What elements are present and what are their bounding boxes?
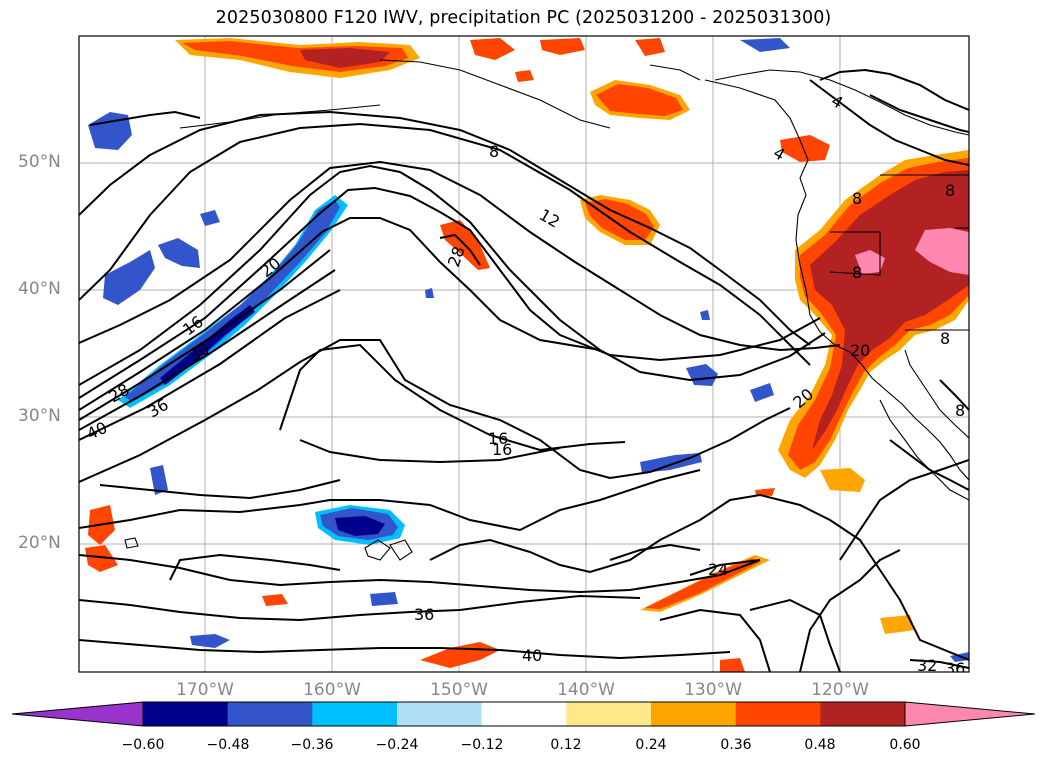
map-frame (78, 35, 970, 673)
coastlines (124, 59, 969, 561)
contour-label: 36 (414, 605, 434, 624)
lat-label-40n: 40°N (18, 279, 61, 299)
colorbar-tick: −0.48 (206, 737, 250, 753)
lon-label-150w: 150°W (430, 680, 488, 700)
colorbar-tick: −0.36 (290, 737, 334, 753)
map-title: 2025030800 F120 IWV, precipitation PC (2… (215, 8, 832, 28)
contour-label: 16 (492, 440, 512, 459)
contour-label: 16 (488, 429, 508, 448)
precip-positive-areas (85, 38, 969, 672)
contour-label: 20 (850, 341, 870, 360)
contour-label: 8 (955, 401, 965, 420)
lon-label-130w: 130°W (684, 680, 742, 700)
precip-negative-areas (88, 38, 969, 662)
colorbar-tick: 0.48 (804, 737, 836, 753)
lon-label-170w: 170°W (176, 680, 234, 700)
lon-label-140w: 140°W (557, 680, 615, 700)
colorbar-tick: 0.12 (550, 737, 582, 753)
lat-label-30n: 30°N (18, 406, 61, 426)
colorbar-tick: 0.24 (635, 737, 667, 753)
contour-label: 8 (852, 189, 862, 208)
contour-label: 8 (852, 263, 862, 282)
lat-label-20n: 20°N (18, 533, 61, 553)
lat-label-50n: 50°N (18, 152, 61, 172)
contour-label: 8 (945, 181, 955, 200)
contour-label: 36 (945, 659, 965, 678)
contour-label: 40 (522, 646, 542, 665)
lon-label-160w: 160°W (303, 680, 361, 700)
contour-label: 8 (940, 329, 950, 348)
colorbar-tick: 0.36 (720, 737, 752, 753)
colorbar-tick: −0.24 (375, 737, 419, 753)
contour-label: 24 (708, 560, 728, 579)
colorbar-tick: −0.60 (121, 737, 165, 753)
contour-label: 8 (489, 142, 499, 161)
colorbar-tick: −0.12 (460, 737, 504, 753)
contour-label: 32 (917, 656, 937, 675)
colorbar-tick: 0.60 (889, 737, 921, 753)
iwv-contours (79, 68, 969, 672)
lon-label-120w: 120°W (811, 680, 869, 700)
